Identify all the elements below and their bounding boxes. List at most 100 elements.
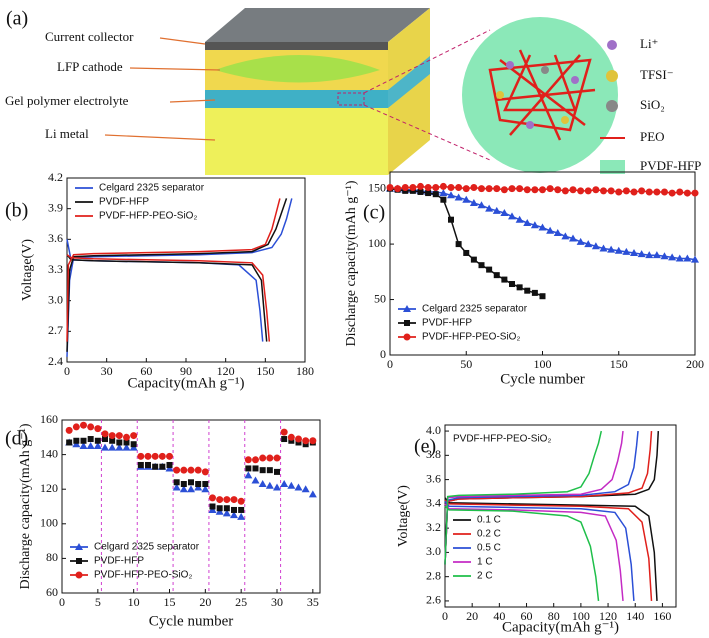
y-tick-label: 100	[368, 236, 386, 250]
marker	[478, 262, 485, 269]
x-tick-label: 200	[686, 357, 704, 371]
marker	[209, 503, 216, 510]
y-tick-label: 50	[374, 291, 386, 305]
marker	[607, 245, 616, 253]
marker	[516, 284, 523, 291]
marker	[180, 466, 188, 474]
legend-label: 0.2 C	[477, 529, 501, 540]
legend-label: PVDF-HFP	[422, 318, 472, 329]
marker	[554, 186, 562, 194]
marker	[259, 454, 267, 462]
x-axis-label: Cycle number	[500, 371, 585, 387]
y-tick-label: 100	[40, 516, 58, 530]
marker	[287, 481, 296, 489]
marker	[151, 452, 159, 460]
plot-frame	[61, 419, 321, 594]
marker	[115, 443, 124, 451]
x-tick-label: 160	[653, 609, 671, 623]
legend-label: PVDF-HFP	[640, 158, 701, 173]
marker	[252, 456, 259, 464]
legend-label: PVDF-HFP-PEO-SiO₂	[422, 332, 520, 343]
marker	[130, 441, 137, 448]
marker	[179, 485, 188, 493]
x-tick-label: 0	[442, 609, 448, 623]
marker	[87, 436, 94, 443]
marker	[66, 439, 73, 446]
legend-label: Li⁺	[640, 36, 658, 51]
marker	[614, 246, 623, 254]
x-axis-label: Capacity(mAh g⁻¹)	[128, 375, 245, 391]
x-tick-label: 0	[59, 595, 65, 609]
zoom-line	[363, 104, 491, 161]
marker	[591, 242, 600, 250]
marker	[101, 443, 109, 451]
marker	[273, 483, 281, 491]
marker	[123, 433, 130, 441]
series-line	[444, 431, 624, 601]
marker	[166, 461, 173, 468]
marker	[75, 571, 83, 579]
marker	[281, 436, 288, 443]
zoom-line	[363, 29, 491, 94]
marker	[201, 468, 209, 476]
li-ion	[571, 76, 579, 84]
y-tick-label: 4.0	[426, 423, 441, 437]
marker	[622, 247, 631, 255]
marker	[245, 465, 252, 472]
series-line	[444, 430, 603, 601]
marker	[308, 490, 317, 498]
marker	[122, 443, 131, 451]
marker	[108, 432, 116, 440]
marker	[123, 439, 130, 446]
li-ion	[506, 61, 514, 69]
series-line	[66, 198, 281, 342]
marker	[87, 423, 95, 431]
marker	[280, 428, 288, 436]
marker	[75, 543, 83, 550]
marker	[301, 485, 310, 493]
marker	[524, 287, 531, 294]
marker	[251, 476, 260, 484]
marker	[72, 423, 80, 431]
legend-label: 1 C	[477, 557, 493, 568]
panel-label: (b)	[5, 200, 28, 222]
tfsi	[496, 91, 504, 99]
x-tick-label: 180	[296, 364, 314, 378]
marker	[683, 254, 692, 262]
marker	[386, 184, 394, 192]
marker	[80, 421, 87, 429]
marker	[493, 272, 500, 279]
marker	[273, 454, 281, 462]
marker	[266, 467, 273, 474]
y-tick-label: 60	[46, 585, 58, 599]
marker	[439, 189, 448, 197]
legend-icon	[606, 70, 618, 82]
marker	[569, 234, 577, 242]
marker	[158, 452, 166, 460]
marker	[195, 481, 202, 488]
x-tick-label: 15	[164, 595, 176, 609]
y-tick-label: 3.3	[48, 262, 63, 276]
zoom-box	[337, 92, 365, 106]
marker	[645, 251, 654, 259]
x-tick-label: 140	[626, 609, 644, 623]
marker	[691, 189, 699, 197]
x-tick-label: 20	[466, 609, 478, 623]
marker	[455, 241, 462, 248]
legend-label: Celgard 2325 separator	[94, 542, 200, 553]
marker	[394, 185, 402, 193]
marker	[166, 452, 173, 460]
marker	[309, 437, 317, 445]
collector	[205, 42, 388, 50]
marker	[287, 433, 295, 441]
panel-label: (e)	[414, 436, 436, 458]
legend-label: PVDF-HFP-PEO-SiO₂	[99, 211, 197, 222]
y-tick-label: 4.2	[48, 170, 63, 184]
marker	[530, 221, 539, 229]
x-axis-label: Capacity(mAh g⁻¹)	[502, 619, 619, 635]
x-tick-label: 5	[95, 595, 101, 609]
marker	[538, 223, 547, 231]
x-tick-label: 100	[534, 357, 552, 371]
y-axis-label: Discharge capacity(mAh g⁻¹)	[344, 180, 359, 346]
series-line	[444, 431, 639, 601]
